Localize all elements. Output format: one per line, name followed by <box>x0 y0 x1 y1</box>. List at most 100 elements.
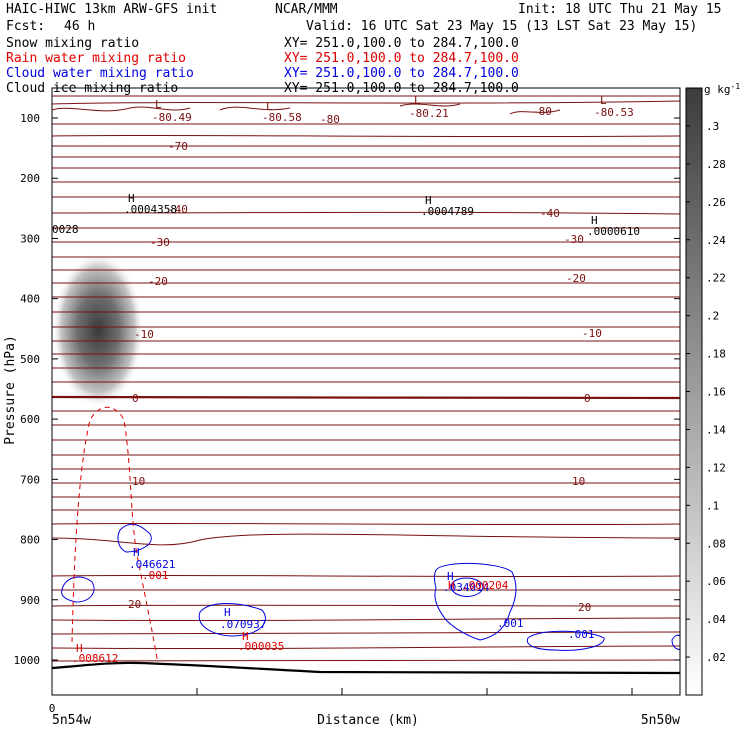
cloud-contour-value: .001 <box>568 628 595 641</box>
colorbar-label: .12 <box>706 461 726 474</box>
y-tick-label: 400 <box>20 293 40 306</box>
x-axis-label: Distance (km) <box>317 713 419 728</box>
temperature-label: 0 <box>584 392 591 405</box>
rain-high-marker: H <box>76 642 83 655</box>
rain-value: .000204 <box>462 579 509 592</box>
cloud-value: .070937 <box>220 618 266 631</box>
cloud-high-marker: H <box>133 546 140 559</box>
colorbar-label: .18 <box>706 348 726 361</box>
header-fcst-label: Fcst: <box>6 19 45 34</box>
colorbar-label: .16 <box>706 386 726 399</box>
colorbar-label: .08 <box>706 537 726 550</box>
colorbar-label: .02 <box>706 651 726 664</box>
colorbar-label: .26 <box>706 196 726 209</box>
cloud-value: .034014 <box>443 581 490 594</box>
colorbar-unit: g kg-1 <box>704 82 740 96</box>
cloud-value: .046621 <box>129 558 175 571</box>
low-marker: L <box>414 94 421 107</box>
temperature-label: -80.21 <box>409 107 449 120</box>
temperature-label: -10 <box>134 328 154 341</box>
x-right-location: 5n50w <box>641 713 680 728</box>
y-tick-label: 900 <box>20 594 40 607</box>
header-title: HAIC-HIWC 13km ARW-GFS init <box>6 2 217 17</box>
temperature-label: -70 <box>168 140 188 153</box>
cloud-high-marker: H <box>447 570 454 583</box>
rain-high-marker: H <box>242 630 249 643</box>
colorbar-label: .24 <box>706 234 726 247</box>
temperature-label: -80.58 <box>262 111 302 124</box>
temperature-labels: -80.49 -80.58 -80 -80.21 -80 -80.53-70-40-40-… <box>128 105 634 614</box>
colorbar-label: .22 <box>706 272 726 285</box>
rain-contour-value: .001 <box>142 569 169 582</box>
rain-value: .008612 <box>72 652 118 665</box>
temperature-label: -80 <box>532 105 552 118</box>
ice-high-marker: H <box>128 192 135 205</box>
snow-shading <box>52 252 144 408</box>
plot-frame <box>51 87 681 696</box>
x-left-location: 5n54w <box>52 713 91 728</box>
terrain-line <box>52 661 680 675</box>
y-tick-label: 300 <box>20 232 40 245</box>
colorbar-label: .2 <box>706 310 719 323</box>
temperature-label: 10 <box>572 475 585 488</box>
colorbar-labels: .3 .28 .26 .24 .22 .2 .18 .16 .14 .12 .1 .08 .06 .04.… <box>686 120 726 664</box>
temperature-label: 10 <box>132 475 145 488</box>
field-snow-xy: XY= 251.0,100.0 to 284.7,100.0 <box>284 36 519 51</box>
colorbar-label: .14 <box>706 423 726 436</box>
y-tick-label: 800 <box>20 534 40 547</box>
ice-value: .0000610 <box>587 225 640 238</box>
low-marker: L <box>266 100 273 113</box>
temperature-contours <box>52 95 680 662</box>
field-cloud-xy: XY= 251.0,100.0 to 284.7,100.0 <box>284 66 519 81</box>
field-cloud-name: Cloud water mixing ratio <box>6 66 194 81</box>
temperature-label: -80.49 <box>152 111 192 124</box>
temperature-label: -40 <box>540 207 560 220</box>
ice-high-marker: H <box>591 214 598 227</box>
colorbar: g kg-1 .3 .28 .26 .24 .22 .2 .18 .16 .14 .12 .1 .08… <box>685 82 740 696</box>
rain-value: .000035 <box>238 640 284 653</box>
temperature-label: -10 <box>582 327 602 340</box>
temperature-label: 0 <box>132 392 139 405</box>
colorbar-label: .28 <box>706 158 726 171</box>
low-marker: L <box>600 94 607 107</box>
ice-value: .0004789 <box>421 205 474 218</box>
temperature-label: -30 <box>150 236 170 249</box>
header-valid: Valid: 16 UTC Sat 23 May 15 (13 LST Sat … <box>306 19 697 34</box>
freezing-level-contour <box>52 395 680 400</box>
temperature-label: -30 <box>564 233 584 246</box>
colorbar-label: .3 <box>706 120 719 133</box>
extrema-labels: L L L LH.0004358H.0004789H.0000610H.046621H… <box>52 94 640 665</box>
temperature-label: -80.53 <box>594 106 634 119</box>
field-rain-xy: XY= 251.0,100.0 to 284.7,100.0 <box>284 51 519 66</box>
y-tick-label: 200 <box>20 172 40 185</box>
temperature-label: 20 <box>578 601 591 614</box>
y-tick-label: 1000 <box>14 654 41 667</box>
header-org: NCAR/MMM <box>275 2 338 17</box>
rain-water-contours <box>71 406 159 665</box>
field-snow-name: Snow mixing ratio <box>6 36 139 51</box>
y-axis-label: Pressure (hPa) <box>3 335 18 445</box>
cloud-water-contours <box>61 523 680 651</box>
temperature-label: -20 <box>566 272 586 285</box>
y-tick-label: 100 <box>20 112 40 125</box>
x-axis: 0 Distance (km) 5n54w 5n50w <box>49 688 680 728</box>
x-origin-label: 0 <box>49 702 56 715</box>
header-init: Init: 18 UTC Thu 21 May 15 <box>518 2 722 17</box>
y-tick-label: 700 <box>20 473 40 486</box>
colorbar-label: .1 <box>706 499 719 512</box>
colorbar-label: .06 <box>706 575 726 588</box>
cloud-contour-value: .001 <box>497 617 524 630</box>
temperature-label: -20 <box>148 275 168 288</box>
colorbar-label: .04 <box>706 613 726 626</box>
field-rain-name: Rain water mixing ratio <box>6 51 186 66</box>
temperature-label: -80 <box>320 113 340 126</box>
ice-edge-value: 0028 <box>52 223 79 236</box>
header-fcst-value: 46 h <box>64 19 95 34</box>
cloud-high-marker: H <box>224 606 231 619</box>
temperature-label: -40 <box>168 203 188 216</box>
field-list: Snow mixing ratio XY= 251.0,100.0 to 284… <box>6 36 519 96</box>
ice-value: .0004358 <box>124 203 177 216</box>
ice-high-marker: H <box>425 194 432 207</box>
